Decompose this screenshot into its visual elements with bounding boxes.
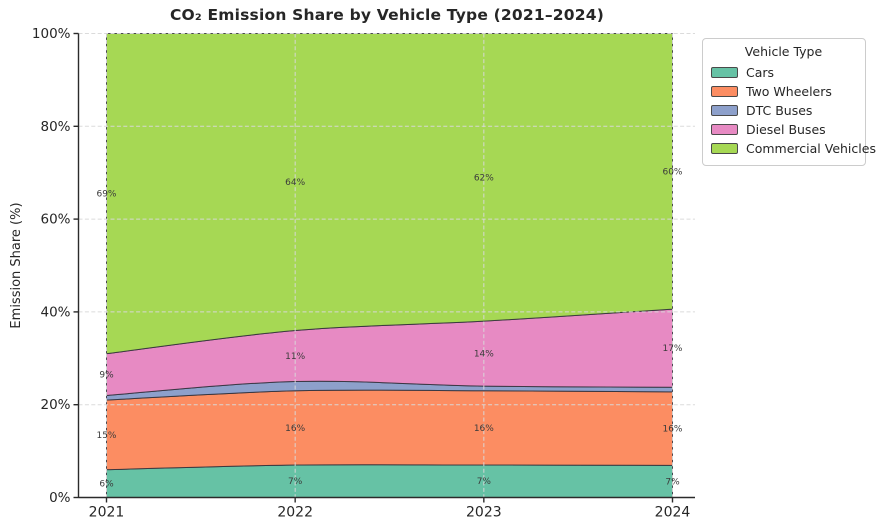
value-label-two-wheelers: 16%	[474, 424, 494, 434]
value-label-cars: 7%	[288, 477, 303, 487]
legend-swatch-icon	[711, 86, 738, 97]
legend-item-dtc-buses: DTC Buses	[711, 101, 856, 120]
legend-swatch-icon	[711, 143, 738, 154]
value-label-two-wheelers: 16%	[285, 424, 305, 434]
y-tick-label: 20%	[40, 397, 70, 413]
legend-item-label: Commercial Vehicles	[746, 141, 876, 156]
legend-item-label: Diesel Buses	[746, 122, 826, 137]
legend-item-cars: Cars	[711, 63, 856, 82]
area-commercial-vehicles	[106, 32, 673, 355]
legend-item-label: Two Wheelers	[746, 84, 832, 99]
area-cars	[106, 464, 673, 499]
legend-title: Vehicle Type	[744, 44, 823, 59]
value-label-cars: 6%	[99, 480, 114, 490]
value-label-commercial-vehicles: 62%	[474, 173, 494, 183]
y-tick-label: 40%	[40, 304, 70, 320]
x-tick-label: 2022	[277, 505, 313, 521]
value-label-cars: 7%	[477, 477, 492, 487]
x-tick-label: 2024	[655, 505, 691, 521]
area-two-wheelers	[106, 389, 673, 471]
value-label-commercial-vehicles: 64%	[285, 178, 305, 188]
legend-swatch-icon	[711, 105, 738, 116]
value-label-two-wheelers: 16%	[662, 425, 682, 435]
value-label-cars: 7%	[665, 477, 680, 487]
legend-swatch-icon	[711, 67, 738, 78]
x-tick-label: 2021	[89, 505, 125, 521]
value-label-diesel-buses: 14%	[474, 350, 494, 360]
legend-item-label: Cars	[746, 65, 775, 80]
legend-item-diesel-buses: Diesel Buses	[711, 120, 856, 139]
value-label-two-wheelers: 15%	[96, 431, 116, 441]
value-label-commercial-vehicles: 69%	[96, 190, 116, 200]
legend-swatch-icon	[711, 124, 738, 135]
value-label-diesel-buses: 9%	[99, 371, 114, 381]
value-label-diesel-buses: 11%	[285, 352, 305, 362]
chart-title: CO₂ Emission Share by Vehicle Type (2021…	[169, 6, 605, 24]
value-label-diesel-buses: 17%	[662, 344, 682, 354]
legend-item-label: DTC Buses	[746, 103, 813, 118]
legend-item-commercial-vehicles: Commercial Vehicles	[711, 139, 876, 158]
y-tick-label: 80%	[40, 119, 70, 135]
y-axis-label: Emission Share (%)	[9, 202, 24, 328]
legend: Vehicle Type Cars Two Wheelers DTC Buses Di…	[702, 38, 876, 166]
value-label-commercial-vehicles: 60%	[662, 167, 682, 177]
y-tick-label: 100%	[32, 26, 71, 42]
y-tick-label: 60%	[40, 212, 70, 228]
y-tick-label: 0%	[49, 490, 71, 506]
legend-item-two-wheelers: Two Wheelers	[711, 82, 856, 101]
x-tick-label: 2023	[466, 505, 502, 521]
legend-entries: Cars Two Wheelers DTC Buses Diesel Buses Com…	[711, 63, 876, 158]
